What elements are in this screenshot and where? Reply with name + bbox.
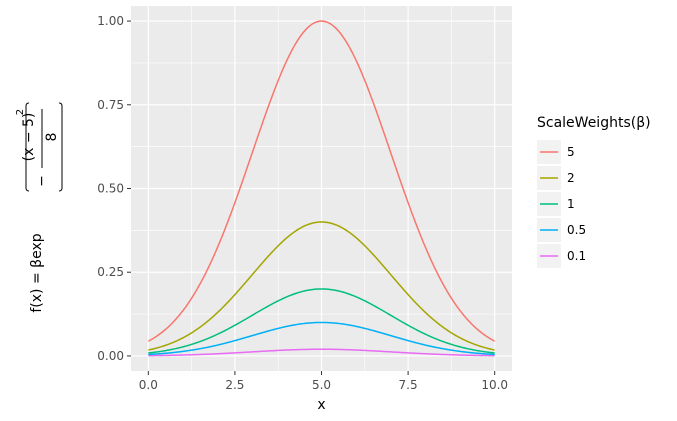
x-tick-label: 0.0 [139, 378, 158, 392]
legend-label: 2 [567, 171, 575, 185]
y-axis-title-lhs: f(x) = βexp [29, 233, 45, 312]
series-line-1 [148, 288, 495, 354]
x-tick-label: 7.5 [399, 378, 418, 392]
legend-label: 0.5 [567, 223, 586, 237]
series-line-2 [148, 221, 495, 351]
legend-label: 5 [567, 145, 575, 159]
x-tick-label: 2.5 [225, 378, 244, 392]
y-tick-label: 0.25 [97, 265, 124, 279]
y-axis-title-numerator: (x − 5) [21, 113, 37, 162]
y-tick-label: 0.00 [97, 349, 124, 363]
y-tick-label: 0.75 [97, 98, 124, 112]
y-tick-label: 1.00 [97, 14, 124, 28]
y-axis-title-paren-close [58, 102, 63, 192]
y-tick-label: 0.50 [97, 182, 124, 196]
x-axis-title: x [317, 397, 325, 413]
y-axis-title-paren-top [25, 102, 30, 128]
legend-label: 1 [567, 197, 575, 211]
y-axis-title-exponent: 2 [15, 109, 26, 115]
y-axis-title-paren-bottom [25, 128, 30, 192]
series-line-5 [147, 20, 496, 342]
x-tick-label: 10.0 [481, 378, 508, 392]
y-axis-title: f(x) = βexp (x − 5) 2 − 8 [15, 102, 63, 313]
legend-title: ScaleWeights(β) [537, 115, 651, 131]
plot-panel [131, 6, 512, 371]
y-axis-title-minus: − [34, 175, 50, 187]
series-line-0-1 [148, 348, 495, 357]
series-line-0-5 [148, 321, 495, 356]
legend-label: 0.1 [567, 249, 586, 263]
legend: ScaleWeights(β) 5 2 1 0.5 0.1 [537, 115, 651, 268]
x-tick-label: 5.0 [312, 378, 331, 392]
y-axis-title-denominator: 8 [44, 133, 60, 142]
